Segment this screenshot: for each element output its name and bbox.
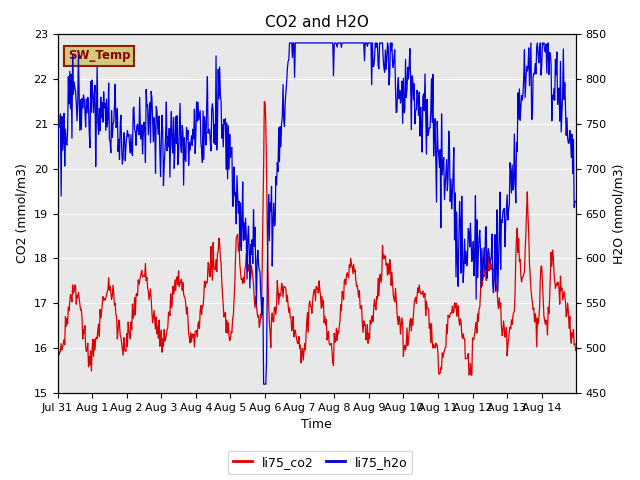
X-axis label: Time: Time <box>301 419 332 432</box>
Text: SW_Temp: SW_Temp <box>68 49 131 62</box>
Y-axis label: H2O (mmol/m3): H2O (mmol/m3) <box>612 163 625 264</box>
Y-axis label: CO2 (mmol/m3): CO2 (mmol/m3) <box>15 164 28 264</box>
Title: CO2 and H2O: CO2 and H2O <box>264 15 369 30</box>
Legend: li75_co2, li75_h2o: li75_co2, li75_h2o <box>228 451 412 474</box>
